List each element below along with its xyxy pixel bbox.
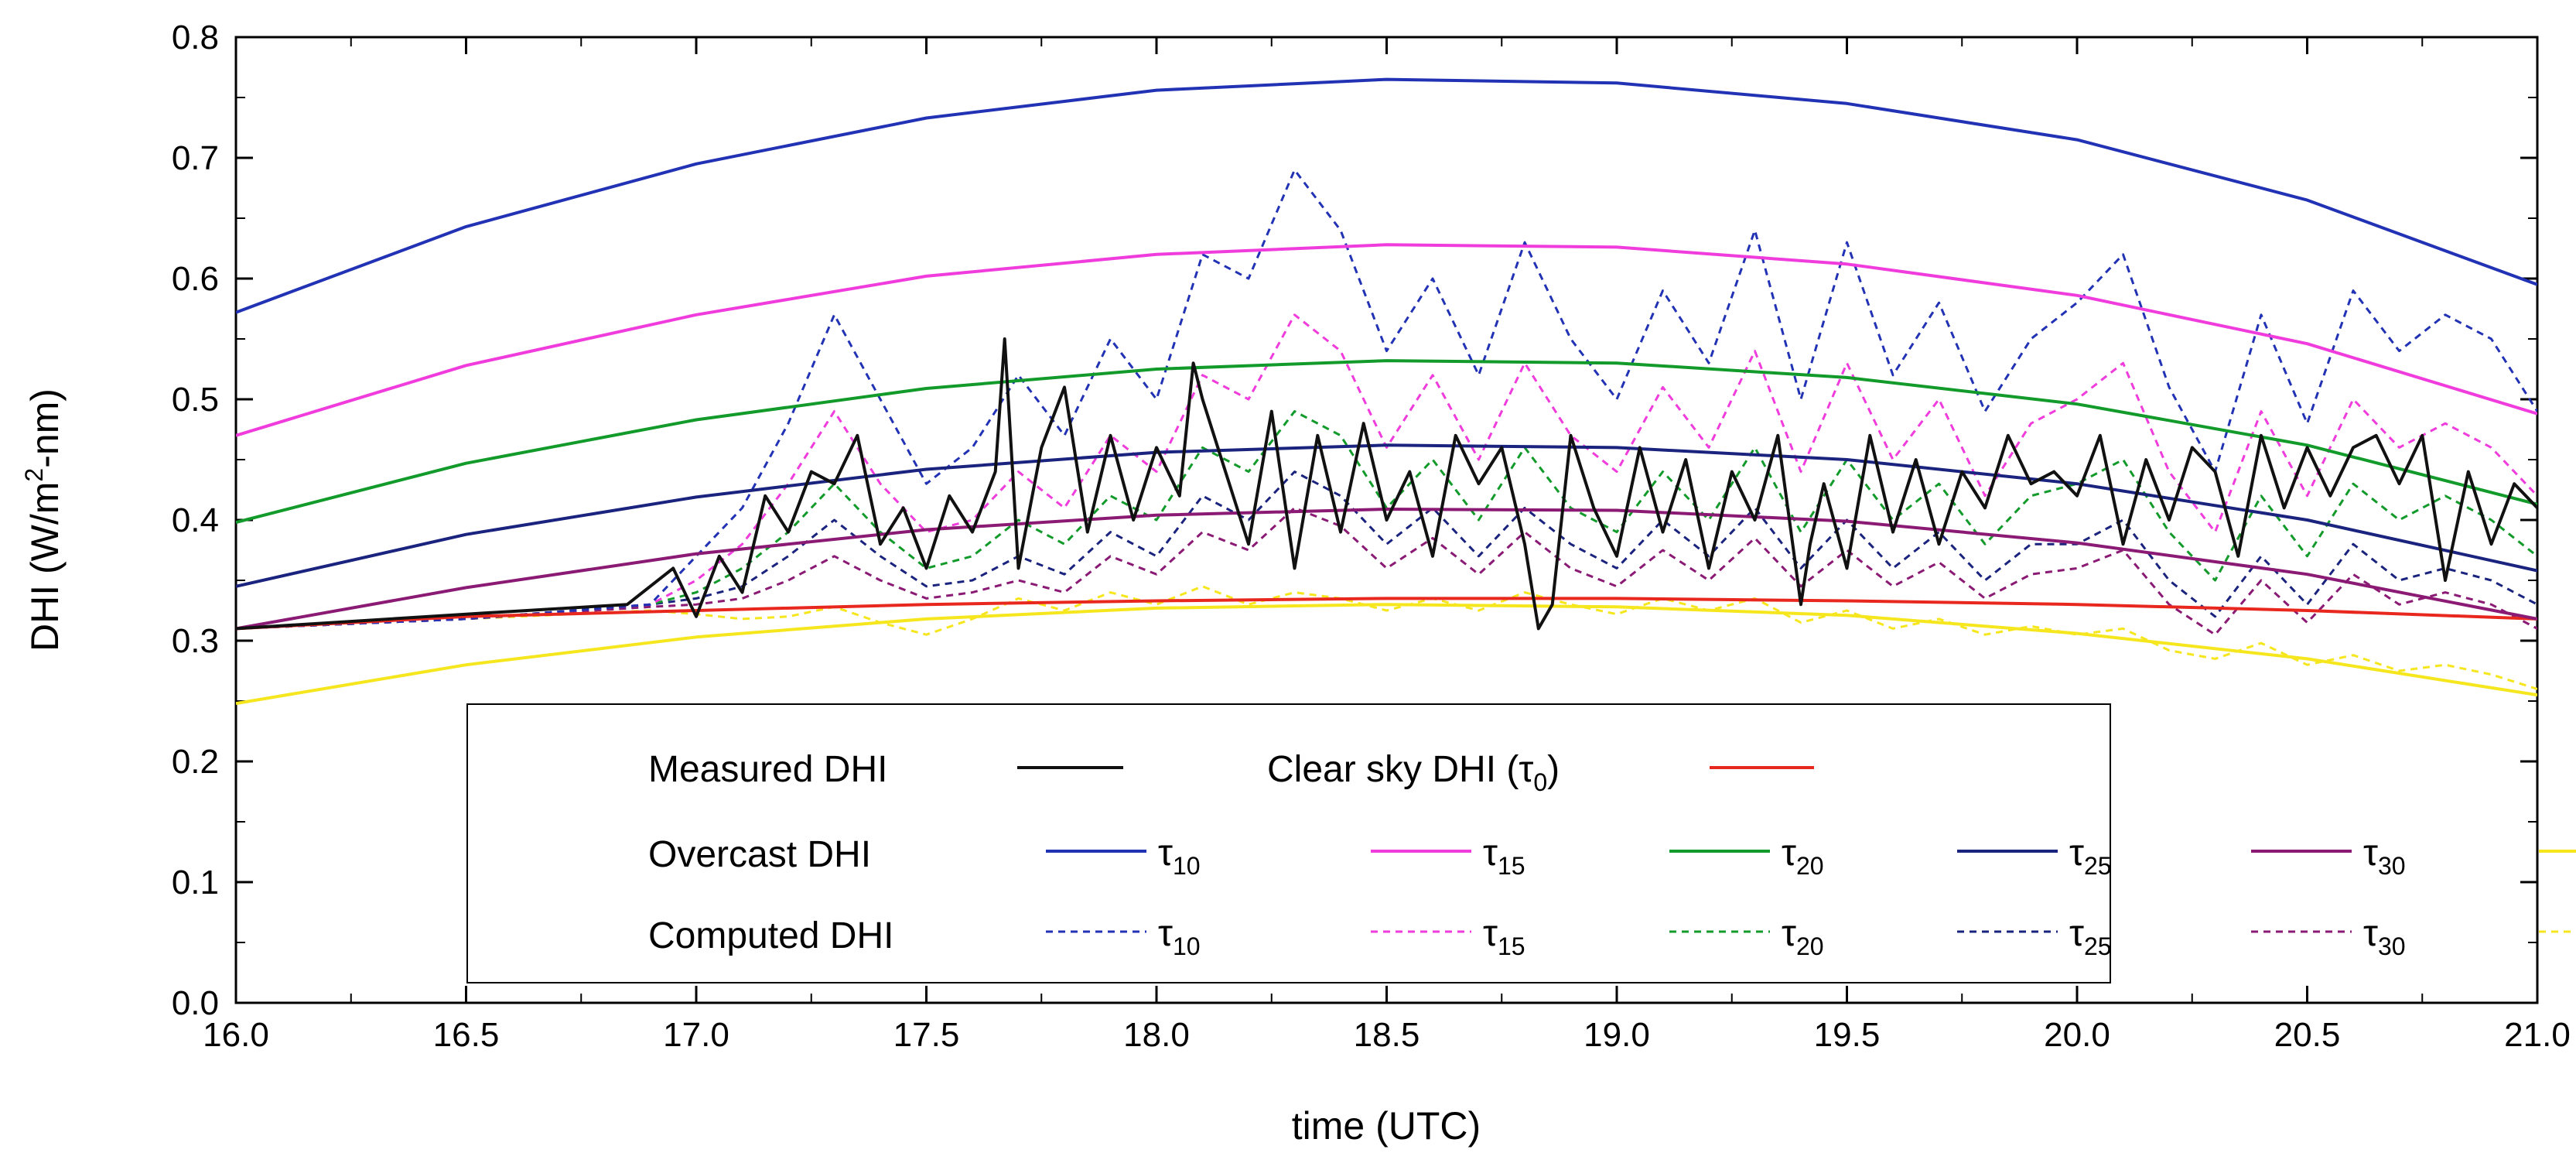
legend-label-overcast-tau10: τ10 [1158, 833, 1201, 880]
x-tick-label: 20.5 [2274, 1016, 2341, 1054]
x-tick-label: 21.0 [2504, 1016, 2571, 1054]
series-line-comp40 [236, 585, 2537, 690]
legend-label-overcast: Overcast DHI [648, 834, 871, 875]
x-tick-label: 16.0 [203, 1016, 269, 1054]
y-tick-label: 0.5 [172, 381, 219, 419]
legend-label-overcast-tau20: τ20 [1782, 833, 1824, 880]
y-tick-label: 0.0 [172, 984, 219, 1022]
legend-tau-symbol: τ [1483, 913, 1498, 954]
y-tick-label: 0.2 [172, 743, 219, 781]
x-tick-label: 16.5 [433, 1016, 500, 1054]
legend-label-measured: Measured DHI [648, 749, 887, 790]
x-axis-title: time (UTC) [1292, 1104, 1481, 1148]
legend-tau-subscript: 10 [1173, 932, 1201, 960]
x-tick-label: 17.0 [663, 1016, 729, 1054]
x-tick-label: 17.5 [893, 1016, 960, 1054]
legend-tau-subscript: 15 [1498, 852, 1525, 880]
series-line-tau20 [236, 359, 2537, 525]
y-tick-label: 0.4 [172, 501, 219, 539]
y-axis-title-sup: 2 [20, 468, 48, 482]
x-tick-label: 18.0 [1123, 1016, 1190, 1054]
x-tick-label: 19.5 [1814, 1016, 1881, 1054]
series-line-comp10 [236, 169, 2537, 630]
legend-label-clear-open: ( [1496, 749, 1519, 790]
series-line-tau30 [236, 508, 2537, 631]
legend-tau-symbol: τ [2363, 833, 2378, 874]
legend-tau-symbol: τ [1782, 833, 1796, 874]
legend-tau-symbol: τ [1158, 913, 1173, 954]
legend-tau-subscript: 15 [1498, 932, 1525, 960]
legend-tau-subscript: 30 [2378, 932, 2406, 960]
x-tick-label: 19.0 [1584, 1016, 1650, 1054]
y-tick-label: 0.6 [172, 260, 219, 298]
legend-label-clear-sub: 0 [1533, 768, 1547, 796]
axis-ticks: 16.0 16.5 17.0 17.5 18.0 18.5 19.0 19.5 20.0 20.5… [172, 19, 2571, 1054]
y-axis-title: DHI (W/m2-nm) [20, 388, 67, 652]
legend-label-computed-tau25: τ25 [2069, 913, 2112, 960]
series-layer [236, 77, 2537, 706]
legend-tau-symbol: τ [1158, 833, 1173, 874]
legend-tau-symbol: τ [2069, 913, 2084, 954]
legend-label-computed-tau15: τ15 [1483, 913, 1525, 960]
series-line-tau15 [236, 243, 2537, 437]
series-line-comp15 [236, 313, 2537, 630]
series-line-tau10 [236, 77, 2537, 314]
legend-label-clear-tau: τ [1519, 749, 1533, 790]
y-axis-title-suffix: -nm) [23, 388, 67, 468]
legend-label-overcast-tau15: τ15 [1483, 833, 1525, 880]
legend-tau-symbol: τ [2069, 833, 2084, 874]
legend-label-overcast-tau30: τ30 [2363, 833, 2406, 880]
legend-label-computed-tau30: τ30 [2363, 913, 2406, 960]
legend-tau-subscript: 20 [1796, 932, 1824, 960]
legend-label-computed: Computed DHI [648, 915, 893, 956]
series-line-tau40 [236, 603, 2537, 706]
y-axis-title-prefix: DHI (W/m [23, 482, 67, 652]
y-tick-label: 0.1 [172, 864, 219, 901]
legend-box [466, 703, 2111, 983]
series-line-tau25 [236, 443, 2537, 588]
series-line-comp20 [236, 410, 2537, 630]
y-tick-label: 0.3 [172, 622, 219, 660]
legend-label-computed-tau20: τ20 [1782, 913, 1824, 960]
legend-label-clear: Clear sky DHI (τ0) [1267, 749, 1560, 796]
series-line-clear [236, 597, 2537, 631]
legend-label-computed-tau10: τ10 [1158, 913, 1201, 960]
y-tick-label: 0.7 [172, 139, 219, 177]
legend-tau-subscript: 25 [2084, 852, 2112, 880]
legend-tau-symbol: τ [1483, 833, 1498, 874]
legend-tau-symbol: τ [2363, 913, 2378, 954]
legend-label-overcast-tau25: τ25 [2069, 833, 2112, 880]
legend-tau-symbol: τ [1782, 913, 1796, 954]
legend-tau-subscript: 30 [2378, 852, 2406, 880]
series-line-measured [236, 337, 2537, 631]
legend-label-clear-text: Clear sky DHI [1267, 749, 1496, 790]
legend-label-clear-close: ) [1547, 749, 1560, 790]
legend-tau-subscript: 20 [1796, 852, 1824, 880]
series-line-comp30 [236, 506, 2537, 636]
legend-tau-entries: τ10τ15τ20τ25τ30τ40τ10τ15τ20τ25τ30τ40 [1046, 833, 2576, 960]
legend: Measured DHI Clear sky DHI (τ0) Overcast… [466, 703, 2576, 983]
x-tick-label: 18.5 [1354, 1016, 1420, 1054]
x-tick-label: 20.0 [2044, 1016, 2110, 1054]
y-tick-label: 0.8 [172, 19, 219, 56]
legend-tau-subscript: 10 [1173, 852, 1201, 880]
legend-tau-subscript: 25 [2084, 932, 2112, 960]
